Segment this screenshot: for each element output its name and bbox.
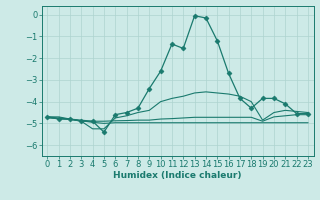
X-axis label: Humidex (Indice chaleur): Humidex (Indice chaleur) [113,171,242,180]
